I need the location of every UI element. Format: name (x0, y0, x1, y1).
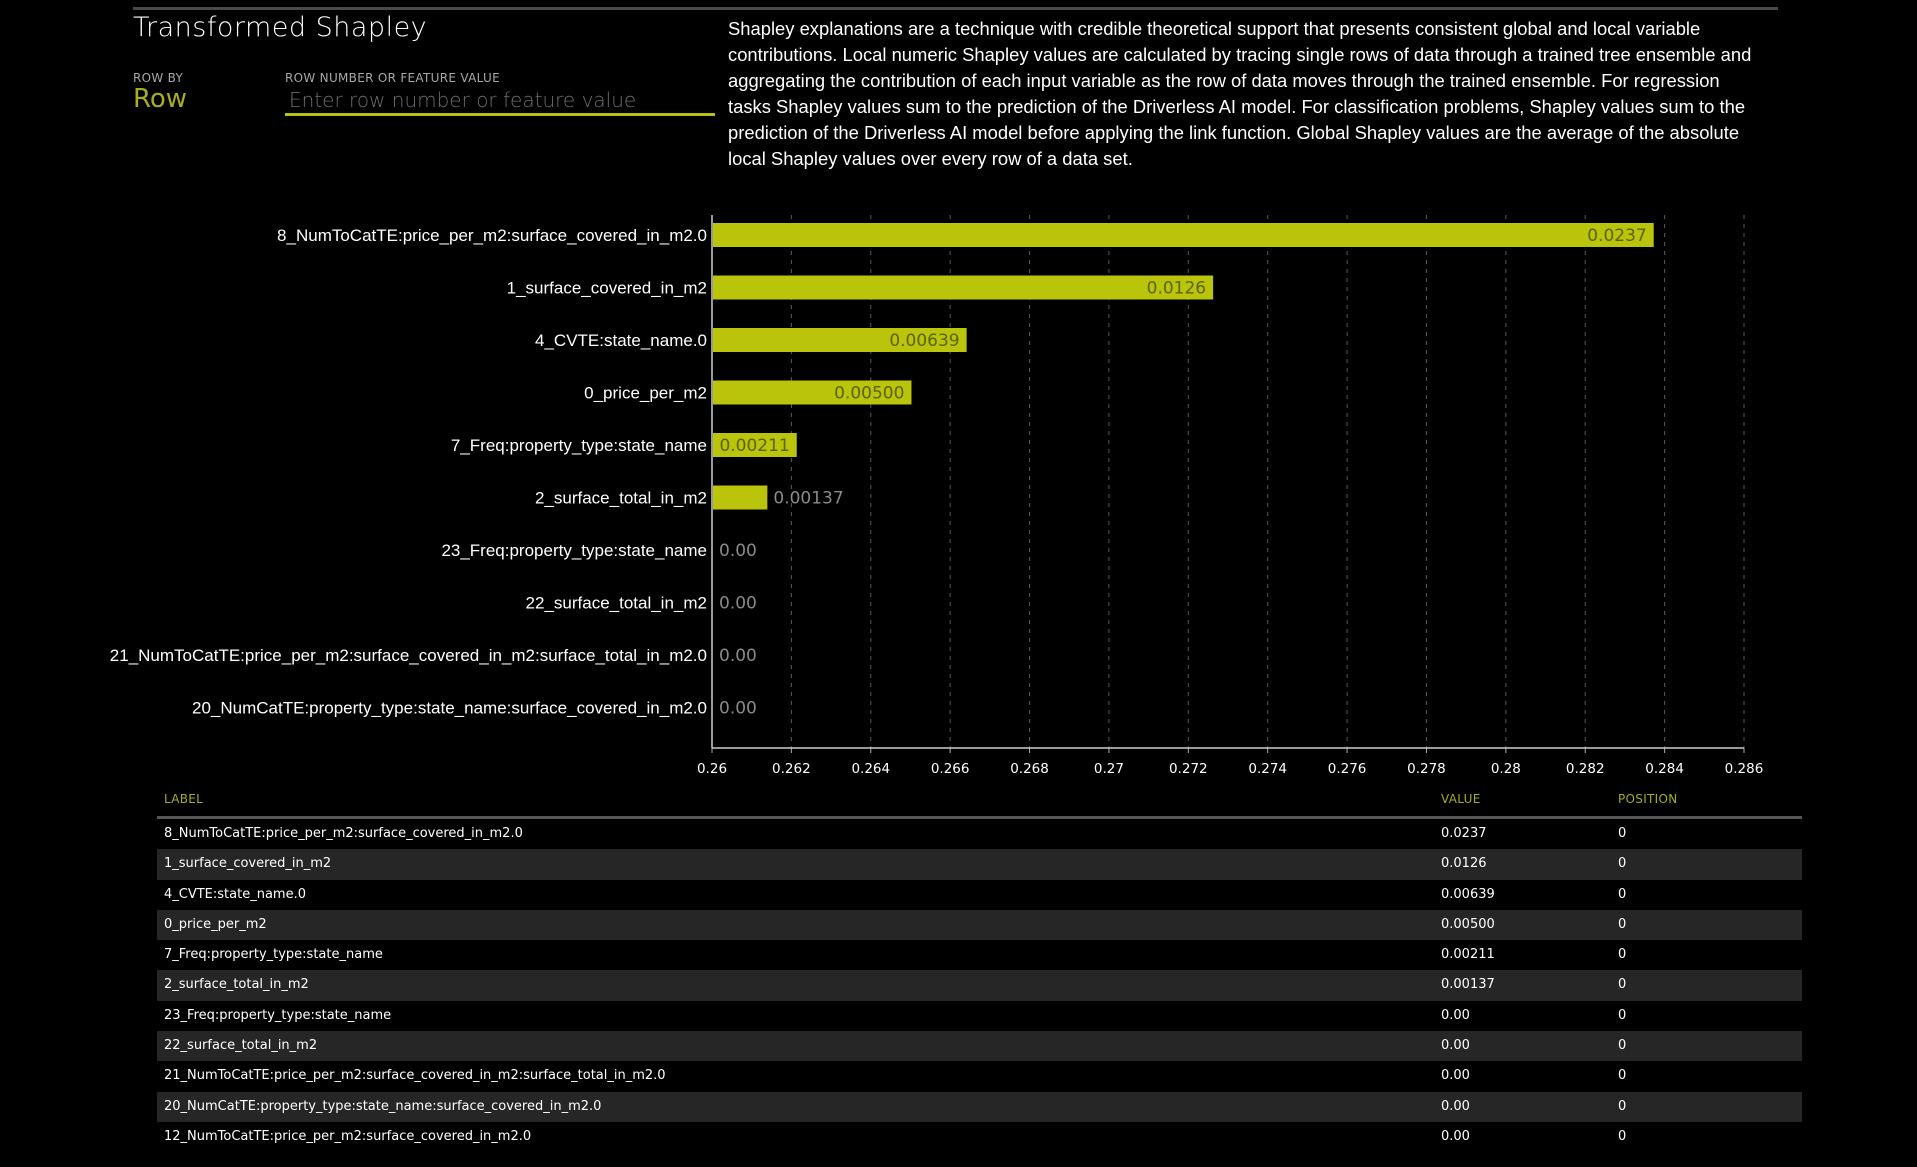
category-label: 23_Freq:property_type:state_name (441, 541, 707, 560)
row-label: 21_NumToCatTE:price_per_m2:surface_cover… (164, 1068, 666, 1084)
row-position: 0 (1618, 1068, 1627, 1084)
row-label: 2_surface_total_in_m2 (164, 977, 309, 993)
x-tick-label: 0.28 (1491, 761, 1521, 777)
x-tick-label: 0.272 (1169, 761, 1208, 777)
table-row[interactable]: 12_NumToCatTE:price_per_m2:surface_cover… (157, 1122, 1802, 1152)
header-label[interactable]: LABEL (164, 792, 204, 806)
row-value: 0.00 (1441, 1098, 1470, 1114)
header-value[interactable]: VALUE (1441, 792, 1481, 806)
bar-value-label: 0.00211 (719, 436, 789, 456)
row-by-label: ROW BY (133, 71, 184, 85)
row-label: 4_CVTE:state_name.0 (164, 886, 306, 902)
bar-value-label: 0.00 (719, 699, 757, 719)
table-row[interactable]: 7_Freq:property_type:state_name 0.00211 0 (157, 940, 1802, 970)
table-row[interactable]: 23_Freq:property_type:state_name 0.00 0 (157, 1001, 1802, 1031)
x-tick-label: 0.26 (697, 761, 727, 777)
category-label: 7_Freq:property_type:state_name (451, 436, 707, 455)
row-value: 0.00500 (1441, 916, 1495, 932)
table-row[interactable]: 22_surface_total_in_m2 0.00 0 (157, 1031, 1802, 1062)
row-position: 0 (1618, 977, 1627, 993)
bar-value-label: 0.00 (719, 646, 757, 666)
shapley-table: LABEL VALUE POSITION 8_NumToCatTE:price_… (157, 784, 1802, 1152)
page-title: Transformed Shapley (133, 12, 428, 43)
bar-value-label: 0.0126 (1147, 279, 1206, 299)
row-number-label: ROW NUMBER OR FEATURE VALUE (285, 71, 500, 85)
x-tick-label: 0.282 (1566, 761, 1605, 777)
top-divider (133, 7, 1778, 10)
x-tick-label: 0.262 (772, 761, 811, 777)
row-label: 1_surface_covered_in_m2 (164, 856, 332, 872)
bar[interactable] (713, 275, 1214, 300)
category-label: 1_surface_covered_in_m2 (507, 279, 707, 298)
row-position: 0 (1618, 826, 1627, 841)
row-value: 0.00211 (1441, 947, 1495, 963)
table-row[interactable]: 4_CVTE:state_name.0 0.00639 0 (157, 880, 1802, 910)
row-label: 12_NumToCatTE:price_per_m2:surface_cover… (164, 1128, 532, 1144)
bar-value-label: 0.0237 (1587, 226, 1646, 246)
x-tick-label: 0.264 (851, 761, 890, 777)
x-tick-label: 0.278 (1407, 761, 1446, 777)
row-position: 0 (1618, 1098, 1627, 1114)
category-label: 8_NumToCatTE:price_per_m2:surface_covere… (277, 226, 707, 245)
x-tick-label: 0.286 (1725, 761, 1764, 777)
row-label: 20_NumCatTE:property_type:state_name:sur… (164, 1098, 602, 1114)
table-row[interactable]: 1_surface_covered_in_m2 0.0126 0 (157, 849, 1802, 880)
bar-value-label: 0.00 (719, 541, 757, 561)
category-label: 20_NumCatTE:property_type:state_name:sur… (192, 699, 707, 718)
row-label: 7_Freq:property_type:state_name (164, 947, 383, 963)
row-label: 23_Freq:property_type:state_name (164, 1007, 392, 1023)
table-row[interactable]: 8_NumToCatTE:price_per_m2:surface_covere… (157, 819, 1802, 849)
row-position: 0 (1618, 1128, 1627, 1144)
row-value: 0.0237 (1441, 826, 1487, 841)
row-label: 22_surface_total_in_m2 (164, 1038, 318, 1054)
row-value: 0.00137 (1441, 977, 1495, 993)
shapley-bar-chart: 0.26 0.262 0.264 0.266 0.268 0.27 0.272 0.274 0.… (0, 205, 1917, 785)
table-row[interactable]: 0_price_per_m2 0.00500 0 (157, 909, 1802, 941)
bar-value-label: 0.00137 (773, 489, 843, 509)
row-value: 0.00639 (1441, 886, 1495, 902)
bar-value-label: 0.00 (719, 594, 757, 614)
row-number-input[interactable] (285, 86, 715, 116)
row-value: 0.00 (1441, 1038, 1470, 1054)
row-position: 0 (1618, 947, 1627, 963)
row-label: 8_NumToCatTE:price_per_m2:surface_covere… (164, 826, 523, 841)
row-value: 0.00 (1441, 1007, 1470, 1023)
row-position: 0 (1618, 886, 1627, 902)
category-label: 0_price_per_m2 (584, 384, 707, 403)
bar[interactable] (713, 223, 1654, 247)
table-header: LABEL VALUE POSITION (157, 784, 1802, 819)
x-tick-label: 0.276 (1328, 761, 1367, 777)
x-tick-label: 0.266 (931, 761, 970, 777)
table-body: 8_NumToCatTE:price_per_m2:surface_covere… (157, 819, 1802, 1152)
bar[interactable] (713, 328, 967, 352)
row-position: 0 (1618, 1007, 1627, 1023)
row-value: 0.00 (1441, 1128, 1470, 1144)
chart-svg: 0.26 0.262 0.264 0.266 0.268 0.27 0.272 0.274 0.… (110, 215, 1764, 777)
x-tick-label: 0.268 (1010, 761, 1049, 777)
row-label: 0_price_per_m2 (164, 916, 267, 932)
row-position: 0 (1618, 1038, 1627, 1054)
table-row[interactable]: 21_NumToCatTE:price_per_m2:surface_cover… (157, 1061, 1802, 1091)
row-position: 0 (1618, 916, 1627, 932)
bar[interactable] (713, 380, 912, 405)
bar[interactable] (713, 485, 768, 510)
row-value: 0.0126 (1441, 856, 1487, 872)
bar-value-label: 0.00500 (834, 384, 904, 404)
x-tick-label: 0.284 (1645, 761, 1684, 777)
table-row[interactable]: 20_NumCatTE:property_type:state_name:sur… (157, 1091, 1802, 1122)
x-tick-label: 0.274 (1248, 761, 1287, 777)
category-label: 4_CVTE:state_name.0 (535, 331, 707, 350)
row-position: 0 (1618, 856, 1627, 872)
category-label: 22_surface_total_in_m2 (526, 594, 707, 613)
row-by-dropdown[interactable]: Row (133, 84, 188, 114)
bar[interactable] (713, 433, 797, 457)
header-position[interactable]: POSITION (1618, 792, 1678, 806)
description-text: Shapley explanations are a technique wit… (728, 18, 1752, 169)
category-label: 21_NumToCatTE:price_per_m2:surface_cover… (110, 646, 707, 665)
row-value: 0.00 (1441, 1068, 1470, 1084)
category-label: 2_surface_total_in_m2 (535, 489, 707, 508)
table-row[interactable]: 2_surface_total_in_m2 0.00137 0 (157, 970, 1802, 1001)
bar-value-label: 0.00639 (889, 331, 959, 351)
x-tick-label: 0.27 (1094, 761, 1124, 777)
